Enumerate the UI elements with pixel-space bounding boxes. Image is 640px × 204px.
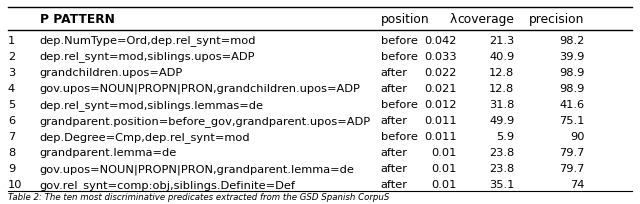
- Text: precision: precision: [529, 13, 584, 26]
- Text: 6: 6: [8, 116, 15, 125]
- Text: 0.01: 0.01: [431, 180, 457, 190]
- Text: 0.042: 0.042: [424, 36, 457, 46]
- Text: after: after: [381, 68, 408, 78]
- Text: 79.7: 79.7: [559, 164, 584, 173]
- Text: after: after: [381, 147, 408, 157]
- Text: 98.2: 98.2: [559, 36, 584, 46]
- Text: dep.rel_synt=mod,siblings.upos=ADP: dep.rel_synt=mod,siblings.upos=ADP: [40, 51, 255, 62]
- Text: 98.9: 98.9: [559, 84, 584, 94]
- Text: before: before: [381, 36, 417, 46]
- Text: gov.upos=NOUN|PROPN|PRON,grandchildren.upos=ADP: gov.upos=NOUN|PROPN|PRON,grandchildren.u…: [40, 83, 360, 94]
- Text: dep.rel_synt=mod,siblings.lemmas=de: dep.rel_synt=mod,siblings.lemmas=de: [40, 99, 264, 110]
- Text: 75.1: 75.1: [559, 116, 584, 125]
- Text: 21.3: 21.3: [489, 36, 515, 46]
- Text: before: before: [381, 132, 417, 142]
- Text: grandparent.position=before_gov,grandparent.upos=ADP: grandparent.position=before_gov,grandpar…: [40, 115, 371, 126]
- Text: 74: 74: [570, 180, 584, 190]
- Text: λ: λ: [450, 13, 457, 26]
- Text: 40.9: 40.9: [489, 52, 515, 62]
- Text: 0.021: 0.021: [424, 84, 457, 94]
- Text: 7: 7: [8, 132, 15, 142]
- Text: 4: 4: [8, 84, 15, 94]
- Text: gov.upos=NOUN|PROPN|PRON,grandparent.lemma=de: gov.upos=NOUN|PROPN|PRON,grandparent.lem…: [40, 163, 355, 174]
- Text: 0.01: 0.01: [431, 147, 457, 157]
- Text: 49.9: 49.9: [489, 116, 515, 125]
- Text: 0.011: 0.011: [424, 116, 457, 125]
- Text: dep.NumType=Ord,dep.rel_synt=mod: dep.NumType=Ord,dep.rel_synt=mod: [40, 35, 256, 46]
- Text: 5.9: 5.9: [496, 132, 515, 142]
- Text: 39.9: 39.9: [559, 52, 584, 62]
- Text: before: before: [381, 52, 417, 62]
- Text: after: after: [381, 164, 408, 173]
- Text: 0.033: 0.033: [424, 52, 457, 62]
- Text: Table 2: The ten most discriminative predicates extracted from the GSD Spanish C: Table 2: The ten most discriminative pre…: [8, 192, 389, 201]
- Text: 1: 1: [8, 36, 15, 46]
- Text: dep.Degree=Cmp,dep.rel_synt=mod: dep.Degree=Cmp,dep.rel_synt=mod: [40, 131, 250, 142]
- Text: after: after: [381, 84, 408, 94]
- Text: before: before: [381, 100, 417, 110]
- Text: 0.022: 0.022: [424, 68, 457, 78]
- Text: 0.011: 0.011: [424, 132, 457, 142]
- Text: 41.6: 41.6: [559, 100, 584, 110]
- Text: after: after: [381, 116, 408, 125]
- Text: 5: 5: [8, 100, 15, 110]
- Text: 2: 2: [8, 52, 15, 62]
- Text: 12.8: 12.8: [489, 84, 515, 94]
- Text: 0.012: 0.012: [424, 100, 457, 110]
- Text: after: after: [381, 180, 408, 190]
- Text: 90: 90: [570, 132, 584, 142]
- Text: 3: 3: [8, 68, 15, 78]
- Text: 8: 8: [8, 147, 15, 157]
- Text: 12.8: 12.8: [489, 68, 515, 78]
- Text: 79.7: 79.7: [559, 147, 584, 157]
- Text: 23.8: 23.8: [489, 164, 515, 173]
- Text: 9: 9: [8, 164, 15, 173]
- Text: grandparent.lemma=de: grandparent.lemma=de: [40, 147, 177, 157]
- Text: 35.1: 35.1: [489, 180, 515, 190]
- Text: 31.8: 31.8: [489, 100, 515, 110]
- Text: P PATTERN: P PATTERN: [40, 13, 115, 26]
- Text: grandchildren.upos=ADP: grandchildren.upos=ADP: [40, 68, 183, 78]
- Text: position: position: [381, 13, 429, 26]
- Text: gov.rel_synt=comp:obj,siblings.Definite=Def: gov.rel_synt=comp:obj,siblings.Definite=…: [40, 179, 296, 190]
- Text: 10: 10: [8, 180, 22, 190]
- Text: coverage: coverage: [458, 13, 515, 26]
- Text: 23.8: 23.8: [489, 147, 515, 157]
- Text: 98.9: 98.9: [559, 68, 584, 78]
- Text: 0.01: 0.01: [431, 164, 457, 173]
